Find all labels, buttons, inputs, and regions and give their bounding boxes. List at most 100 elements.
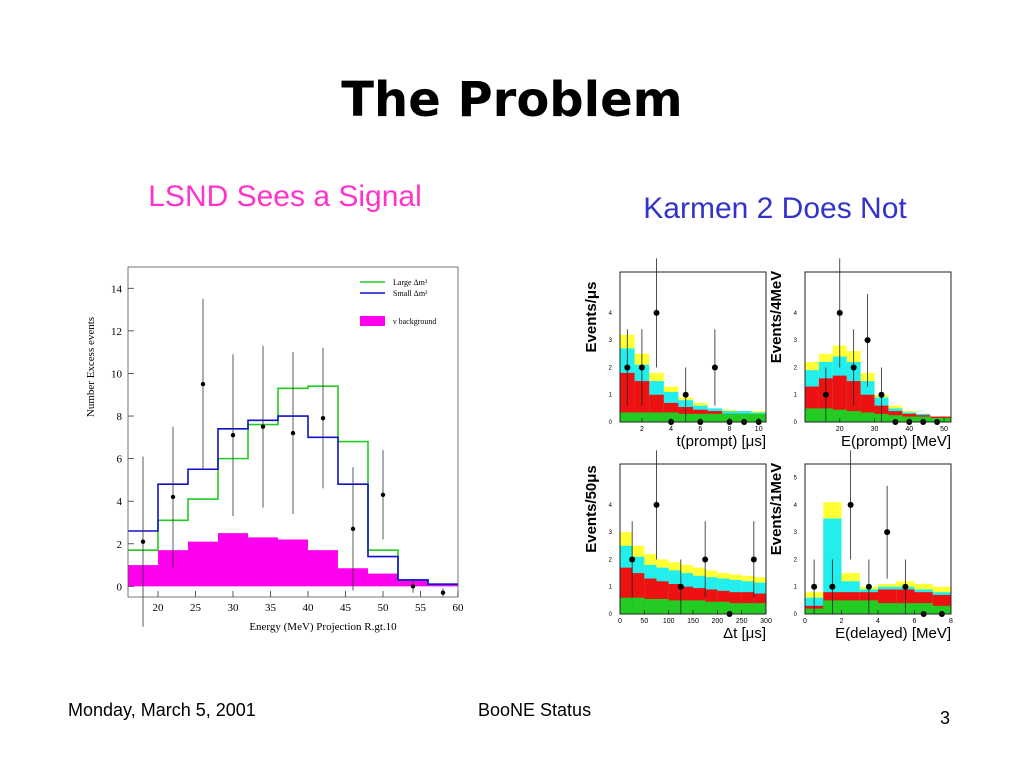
x-tick-label: 60 bbox=[453, 602, 465, 614]
y-tick-label: 2 bbox=[794, 557, 798, 563]
stack-bar-green bbox=[649, 412, 664, 422]
data-point bbox=[290, 430, 296, 436]
y-tick-label: 8 bbox=[117, 411, 123, 423]
y-tick-label: 12 bbox=[111, 326, 122, 338]
x-tick-label: 2 bbox=[840, 618, 844, 625]
data-point bbox=[230, 432, 236, 438]
data-point bbox=[878, 391, 885, 398]
data-point bbox=[702, 556, 709, 563]
data-point bbox=[864, 337, 871, 344]
data-point bbox=[677, 583, 684, 590]
background-bar bbox=[188, 541, 218, 587]
background-bar bbox=[368, 573, 398, 587]
x-tick-label: 50 bbox=[378, 602, 390, 614]
x-tick-label: 45 bbox=[340, 602, 352, 614]
x-tick-label: 20 bbox=[153, 602, 165, 614]
stack-bar-green bbox=[680, 600, 693, 614]
y-tick-label: 5 bbox=[794, 476, 798, 482]
y-tick-label: 2 bbox=[609, 365, 613, 371]
stack-bar-green bbox=[707, 413, 723, 422]
y-axis-label: Events/μs bbox=[583, 282, 600, 353]
data-point bbox=[811, 583, 818, 590]
x-axis-label: Δt [μs] bbox=[723, 625, 766, 642]
stack-bar-green bbox=[751, 413, 766, 422]
x-tick-label: 8 bbox=[949, 618, 953, 625]
y-tick-label: 2 bbox=[794, 365, 798, 371]
stack-bar-green bbox=[705, 601, 718, 614]
x-tick-label: 0 bbox=[618, 618, 622, 625]
stack-bar-green bbox=[888, 415, 903, 422]
y-tick-label: 4 bbox=[117, 496, 123, 508]
x-tick-label: 30 bbox=[228, 602, 240, 614]
data-point bbox=[711, 364, 718, 371]
x-axis-label: E(delayed) [MeV] bbox=[835, 625, 951, 642]
stack-bar-green bbox=[620, 597, 633, 614]
data-point bbox=[200, 381, 206, 387]
x-tick-label: 250 bbox=[736, 618, 748, 625]
y-tick-label: 14 bbox=[111, 283, 123, 295]
data-point bbox=[884, 529, 891, 536]
y-tick-label: 2 bbox=[609, 557, 613, 563]
data-point bbox=[750, 556, 757, 563]
y-tick-label: 6 bbox=[117, 454, 123, 466]
footer-date: Monday, March 5, 2001 bbox=[68, 700, 256, 720]
x-tick-label: 10 bbox=[755, 426, 763, 433]
x-tick-label: 300 bbox=[760, 618, 772, 625]
data-point bbox=[682, 391, 689, 398]
data-point bbox=[902, 583, 909, 590]
panel-frame bbox=[619, 271, 767, 423]
data-point bbox=[829, 583, 836, 590]
x-tick-label: 20 bbox=[836, 426, 844, 433]
stack-bar-green bbox=[736, 413, 752, 422]
y-tick-label: 2 bbox=[117, 539, 123, 551]
y-tick-label: 10 bbox=[111, 368, 123, 380]
stack-bar-green bbox=[693, 413, 708, 422]
x-tick-label: 100 bbox=[663, 618, 675, 625]
stack-bar-green bbox=[914, 603, 933, 614]
stack-bar-green bbox=[729, 603, 742, 614]
data-point bbox=[170, 494, 176, 500]
stack-bar-green bbox=[632, 597, 645, 614]
stack-bar-green bbox=[644, 599, 657, 614]
x-tick-label: 4 bbox=[669, 426, 673, 433]
stack-bar-green bbox=[832, 409, 847, 422]
y-axis-label: Events/1MeV bbox=[768, 463, 785, 556]
stack-bar-green bbox=[620, 412, 635, 422]
x-axis-label: t(prompt) [μs] bbox=[677, 433, 767, 450]
y-axis-label: Events/4MeV bbox=[768, 271, 785, 364]
y-tick-label: 0 bbox=[609, 612, 613, 618]
stack-bar-green bbox=[805, 408, 819, 422]
y-tick-label: 4 bbox=[794, 503, 798, 509]
x-tick-label: 6 bbox=[913, 618, 917, 625]
y-tick-label: 3 bbox=[609, 338, 613, 344]
data-point bbox=[380, 492, 386, 498]
y-tick-label: 3 bbox=[794, 338, 798, 344]
stack-bar-green bbox=[846, 411, 861, 422]
stack-bar-green bbox=[878, 603, 897, 614]
y-tick-label: 0 bbox=[794, 420, 798, 426]
y-tick-label: 0 bbox=[794, 612, 798, 618]
y-tick-label: 4 bbox=[794, 311, 798, 317]
x-tick-label: 25 bbox=[190, 602, 202, 614]
stack-bar-green bbox=[668, 600, 681, 614]
data-point bbox=[850, 364, 857, 371]
stack-bar-green bbox=[753, 603, 766, 614]
plot-frame bbox=[127, 266, 459, 598]
y-tick-label: 0 bbox=[609, 420, 613, 426]
stack-bar-green bbox=[741, 603, 754, 614]
y-tick-label: 1 bbox=[794, 585, 798, 591]
data-point bbox=[140, 539, 146, 544]
stack-bar-green bbox=[663, 412, 679, 422]
y-axis-label: Number Excess events bbox=[85, 317, 97, 417]
lsnd-chart: 20 25 30 35 40 45 50 55 60 0 2 4 6 8 10 12 14 Energy (MeV… bbox=[85, 266, 465, 633]
x-tick-label: 35 bbox=[265, 602, 277, 614]
background-bar bbox=[428, 584, 458, 587]
legend-bg-swatch bbox=[360, 316, 385, 326]
page-number: 3 bbox=[940, 708, 951, 728]
background-bar bbox=[218, 533, 248, 587]
x-tick-label: 150 bbox=[687, 618, 699, 625]
data-point bbox=[638, 364, 645, 371]
data-point bbox=[624, 364, 631, 371]
x-tick-label: 0 bbox=[803, 618, 807, 625]
